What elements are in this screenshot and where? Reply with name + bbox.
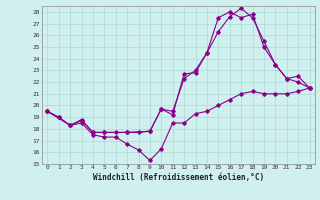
X-axis label: Windchill (Refroidissement éolien,°C): Windchill (Refroidissement éolien,°C) xyxy=(93,173,264,182)
